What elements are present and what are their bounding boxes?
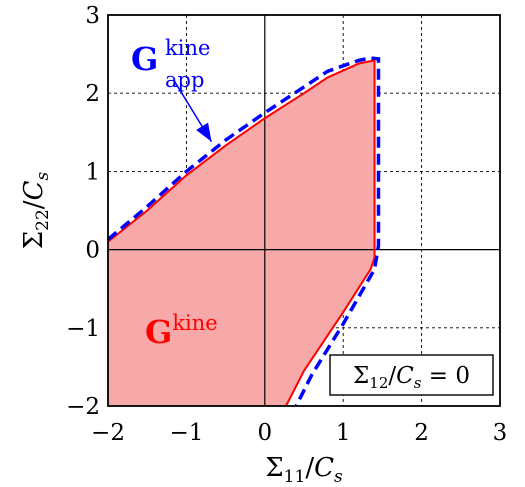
x-tick-label: 0	[257, 420, 272, 446]
kine-label: Gkine	[145, 311, 218, 351]
arrow-head	[196, 122, 212, 142]
kine-region	[108, 60, 375, 407]
zero-axes	[108, 15, 500, 406]
x-tick-labels: −2 −1 0 1 2 3	[91, 420, 507, 446]
kine-app-label-sup: kine	[165, 36, 210, 60]
kine-app-label-sub: app	[165, 68, 204, 92]
x-tick-label: 2	[414, 420, 429, 446]
y-tick-label: 3	[85, 3, 100, 29]
series-lines	[106, 56, 381, 407]
kine-app-label: G	[131, 40, 158, 78]
x-tick-label: −2	[91, 420, 125, 446]
y-tick-label: 2	[85, 81, 100, 107]
labels: Σ11/Cs Σ22/Cs Gkine G kine app Σ12/Cs = 0	[19, 36, 494, 487]
x-tick-label: 3	[493, 420, 508, 446]
y-axis-label: Σ22/Cs	[19, 172, 53, 250]
y-tick-label: −2	[66, 394, 100, 420]
y-tick-label: 1	[85, 159, 100, 185]
x-tick-label: 1	[336, 420, 351, 446]
kine-app-boundary	[106, 56, 381, 407]
x-tick-label: −1	[169, 420, 203, 446]
kine-boundary	[107, 59, 376, 407]
y-tick-labels: −2 −1 0 1 2 3	[66, 3, 100, 420]
annotation-box	[329, 354, 494, 396]
plot-frame	[107, 14, 501, 407]
annotation-text: Σ12/Cs = 0	[353, 363, 470, 392]
y-tick-label: −1	[66, 316, 100, 342]
kine-fill	[108, 60, 375, 407]
x-axis-label: Σ11/Cs	[265, 453, 343, 487]
y-tick-label: 0	[85, 238, 100, 264]
